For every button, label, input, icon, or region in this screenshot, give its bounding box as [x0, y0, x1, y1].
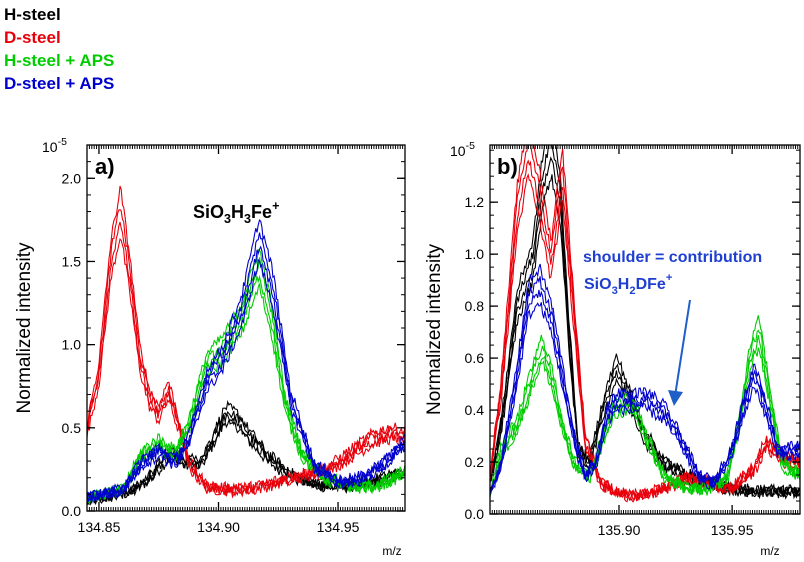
y-tick-label: 0.5	[62, 420, 82, 436]
series-line-d-steel	[490, 145, 800, 501]
y-tick-label: 1.0	[465, 246, 485, 262]
legend-entry-d-steel-aps: D-steel + APS	[4, 74, 115, 93]
y-tick-label: 0.0	[465, 506, 485, 522]
x-axis-label: m/z	[760, 544, 779, 558]
x-tick-label: 135.90	[598, 522, 641, 538]
panel-label: b)	[497, 154, 518, 179]
y-tick-label: 0.8	[465, 298, 485, 314]
y-exponent-label: 10-5	[450, 140, 475, 159]
y-exponent-label: 10-5	[42, 136, 67, 155]
series-line-d-steel	[87, 185, 405, 496]
y-tick-label: 1.2	[465, 194, 485, 210]
annotation-arrow-head	[668, 390, 683, 406]
panel-b: 135.90 135.95 0.0 0.2 0.4 0.6 0.8 1.0 1.2 10-5 Nor…	[424, 140, 801, 558]
legend-entry-h-steel-aps: H-steel + APS	[4, 51, 115, 70]
legend-entry-h-steel: H-steel	[4, 5, 61, 24]
plot-area	[490, 145, 800, 503]
x-tick-label: 134.95	[317, 519, 360, 535]
series-line-d-steel-aps	[490, 276, 800, 489]
series-line-d-steel	[87, 221, 405, 497]
x-axis-label: m/z	[382, 544, 401, 558]
annotation-arrow	[674, 299, 691, 397]
x-tick-label: 135.95	[711, 522, 754, 538]
series-line-d-steel	[87, 209, 405, 495]
y-tick-label: 0.2	[465, 454, 485, 470]
plot-frame	[489, 144, 801, 515]
panel-label: a)	[95, 154, 115, 179]
series-line-d-steel-aps	[87, 219, 405, 502]
y-tick-label: 0.4	[465, 402, 485, 418]
y-tick-label: 1.5	[62, 253, 82, 269]
series-line-d-steel	[490, 145, 800, 499]
series-line-d-steel-aps	[490, 263, 800, 496]
y-tick-label: 0.0	[62, 503, 82, 519]
plot-area	[87, 185, 405, 506]
annotation-shoulder: shoulder = contribution	[583, 249, 762, 266]
panel-a: 134.85 134.90 134.95 0.0 0.5 1.0 1.5 2.0 10-5 Nor…	[14, 136, 406, 558]
legend-entry-d-steel: D-steel	[4, 28, 61, 47]
series-line-d-steel-aps	[490, 302, 800, 494]
y-tick-label: 1.0	[62, 337, 82, 353]
series-line-h-steel-aps	[490, 329, 800, 497]
series-line-d-steel-aps	[490, 289, 800, 492]
series-line-h-steel-aps	[490, 347, 800, 496]
series-line-h-steel-aps	[490, 315, 800, 498]
annotation-sio3h2dfe: SiO3H2DFe+	[584, 272, 673, 297]
y-axis-label: Normalized intensity	[424, 243, 445, 415]
legend: H-steel D-steel H-steel + APS D-steel + …	[4, 3, 114, 95]
y-tick-label: 0.6	[465, 350, 485, 366]
y-tick-label: 2.0	[62, 170, 82, 186]
y-axis-label: Normalized intensity	[14, 242, 35, 414]
x-tick-label: 134.85	[78, 519, 121, 535]
annotation-sio3h3fe: SiO3H3Fe+	[193, 199, 279, 226]
series-line-d-steel	[87, 238, 405, 499]
series-line-h-steel-aps	[87, 249, 405, 503]
x-tick-label: 134.90	[197, 519, 240, 535]
